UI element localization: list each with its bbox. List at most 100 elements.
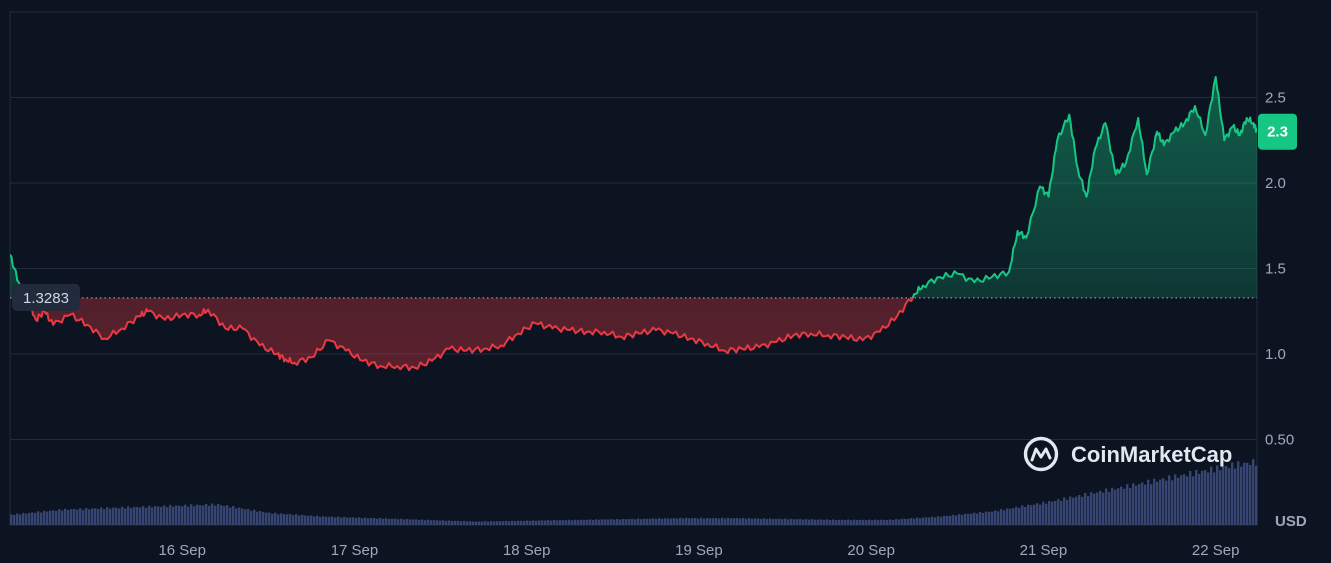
volume-bar	[541, 520, 544, 525]
volume-bar	[829, 520, 832, 525]
volume-bar	[901, 518, 904, 525]
volume-bar	[460, 521, 463, 525]
volume-bar	[379, 518, 382, 525]
volume-bar	[1060, 500, 1063, 525]
volume-bar	[586, 519, 589, 525]
volume-bar	[1024, 507, 1027, 525]
volume-bar	[1234, 468, 1237, 525]
volume-bar	[691, 518, 694, 525]
volume-bar	[1075, 496, 1078, 525]
volume-bar	[280, 513, 283, 525]
volume-bar	[784, 518, 787, 525]
volume-bar	[22, 512, 25, 525]
volume-bar	[448, 520, 451, 525]
volume-bar	[922, 517, 925, 525]
volume-bar	[589, 519, 592, 525]
volume-bar	[838, 519, 841, 525]
volume-bar	[703, 518, 706, 525]
area-above-baseline	[10, 77, 1257, 298]
volume-bar	[532, 520, 535, 525]
volume-bar	[862, 519, 865, 525]
volume-bar	[697, 518, 700, 525]
y-axis: 0.50 1.0 1.5 2.0 2.5	[1265, 90, 1294, 449]
volume-bar	[1111, 487, 1114, 525]
volume-bar	[868, 519, 871, 525]
volume-bar	[472, 521, 475, 525]
volume-bar	[184, 504, 187, 525]
volume-bar	[973, 512, 976, 525]
volume-bar	[307, 515, 310, 525]
volume-bar	[736, 518, 739, 525]
volume-bar	[49, 510, 52, 525]
volume-bar	[574, 519, 577, 525]
volume-bar	[373, 518, 376, 525]
volume-bar	[298, 515, 301, 525]
coinmarketcap-logo-icon	[1023, 436, 1059, 472]
volume-bar	[70, 509, 73, 525]
volume-bar	[943, 515, 946, 525]
volume-bar	[700, 517, 703, 525]
volume-bar	[595, 519, 598, 525]
volume-bar	[985, 511, 988, 525]
volume-bar	[109, 508, 112, 525]
volume-bar	[388, 518, 391, 525]
volume-bar	[1204, 470, 1207, 525]
volume-bar	[655, 518, 658, 525]
volume-bar	[439, 520, 442, 525]
volume-bar	[916, 517, 919, 525]
volume-bar	[856, 520, 859, 525]
volume-bar	[997, 511, 1000, 525]
volume-bar	[889, 519, 892, 525]
volume-bar	[1033, 504, 1036, 525]
volume-bar	[229, 507, 232, 525]
volume-bar	[1039, 504, 1042, 525]
watermark-label: CoinMarketCap	[1071, 442, 1232, 467]
volume-bar	[634, 519, 637, 525]
volume-bar	[127, 506, 130, 525]
volume-bar	[556, 520, 559, 525]
volume-bar	[835, 520, 838, 525]
volume-bar	[1192, 476, 1195, 525]
volume-bar	[658, 518, 661, 525]
volume-bar	[271, 513, 274, 525]
volume-bar	[1210, 466, 1213, 525]
volume-bar	[385, 518, 388, 525]
volume-bar	[892, 519, 895, 525]
volume-bar	[832, 519, 835, 525]
volume-bar	[193, 506, 196, 525]
volume-bar	[106, 507, 109, 525]
volume-bar	[463, 520, 466, 525]
volume-bar	[685, 517, 688, 525]
volume-bar	[802, 519, 805, 525]
volume-bar	[754, 518, 757, 525]
volume-bar	[1123, 488, 1126, 525]
volume-bar	[643, 518, 646, 525]
volume-bar	[88, 509, 91, 525]
volume-bar	[955, 515, 958, 525]
volume-bar	[313, 516, 316, 525]
x-tick-label: 21 Sep	[1020, 542, 1068, 559]
volume-bar	[187, 506, 190, 525]
volume-bar	[1006, 508, 1009, 525]
volume-bar	[799, 519, 802, 525]
y-tick-label: 1.0	[1265, 346, 1286, 363]
volume-bar	[745, 518, 748, 525]
volume-bar	[364, 517, 367, 525]
volume-bar	[397, 519, 400, 525]
volume-bar	[40, 512, 43, 525]
volume-bar	[1153, 478, 1156, 525]
volume-bar	[337, 516, 340, 525]
volume-bar	[145, 507, 148, 525]
volume-bar	[166, 507, 169, 525]
volume-bar	[247, 508, 250, 525]
volume-bar	[844, 520, 847, 525]
volume-bar	[181, 506, 184, 525]
volume-bar	[598, 519, 601, 525]
volume-bar	[481, 521, 484, 525]
volume-bar	[1030, 505, 1033, 525]
volume-bar	[748, 518, 751, 525]
volume-bar	[64, 508, 67, 525]
volume-bar	[778, 518, 781, 525]
volume-bar	[1222, 466, 1225, 525]
